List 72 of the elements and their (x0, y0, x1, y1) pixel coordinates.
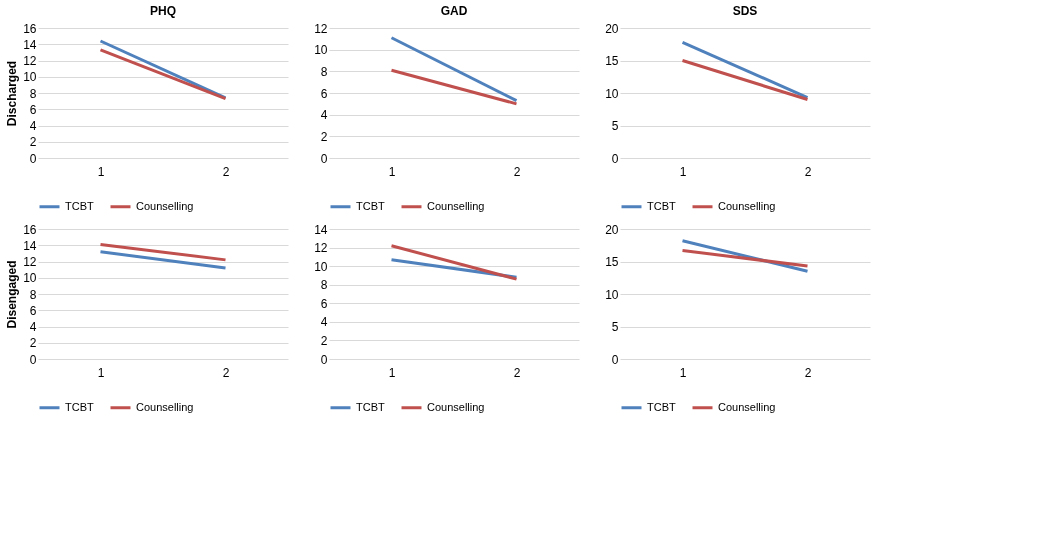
y-tick-label: 2 (29, 336, 37, 351)
legend-label: Counselling (136, 400, 194, 413)
y-tick-label: 6 (29, 303, 37, 318)
x-tick-label: 2 (222, 164, 230, 179)
x-tick-label: 2 (804, 164, 812, 179)
y-tick-label: 4 (320, 315, 328, 330)
y-tick-label: 10 (314, 43, 328, 58)
y-tick-label: 12 (23, 54, 37, 68)
y-tick-label: 8 (320, 278, 328, 293)
legend-label: Counselling (718, 400, 776, 413)
y-tick-label: 15 (605, 255, 619, 269)
x-tick-label: 2 (222, 365, 230, 380)
y-tick-label: 4 (29, 119, 37, 133)
x-tick-label: 1 (679, 164, 687, 179)
y-tick-label: 5 (611, 320, 619, 334)
chart-title: GAD (440, 4, 468, 18)
legend-label: Counselling (718, 199, 776, 212)
legend-label: TCBT (356, 400, 385, 413)
x-tick-label: 2 (804, 365, 812, 380)
legend-label: TCBT (356, 199, 385, 212)
y-tick-label: 10 (23, 271, 37, 286)
x-tick-label: 1 (388, 365, 396, 380)
legend-label: Counselling (427, 400, 485, 413)
y-tick-label: 6 (320, 86, 328, 101)
chart-title: SDS (732, 4, 758, 18)
legend-label: TCBT (647, 400, 676, 413)
y-tick-label: 2 (320, 333, 328, 348)
y-tick-label: 14 (23, 37, 37, 52)
x-tick-label: 2 (513, 365, 521, 380)
y-tick-label: 12 (314, 21, 328, 36)
y-tick-label: 16 (23, 222, 37, 237)
y-tick-label: 16 (23, 21, 37, 36)
legend-label: TCBT (647, 199, 676, 212)
y-tick-label: 2 (29, 135, 37, 150)
y-tick-label: 4 (29, 320, 37, 334)
y-tick-label: 0 (611, 352, 619, 367)
y-tick-label: 6 (29, 102, 37, 117)
y-tick-label: 10 (605, 287, 619, 302)
y-tick-label: 20 (605, 21, 619, 36)
y-axis-title: Discharged (5, 60, 20, 127)
legend-label: Counselling (136, 199, 194, 212)
y-tick-label: 12 (23, 255, 37, 269)
y-tick-label: 14 (23, 238, 37, 253)
y-tick-label: 8 (29, 86, 37, 101)
y-tick-label: 4 (320, 108, 328, 123)
y-tick-label: 15 (605, 54, 619, 68)
x-tick-label: 1 (97, 164, 105, 179)
y-tick-label: 0 (611, 151, 619, 166)
y-tick-label: 10 (605, 86, 619, 101)
y-tick-label: 0 (29, 352, 37, 367)
legend-label: TCBT (65, 400, 94, 413)
x-tick-label: 1 (388, 164, 396, 179)
y-tick-label: 14 (314, 222, 328, 237)
y-tick-label: 10 (23, 70, 37, 85)
y-tick-label: 2 (320, 129, 328, 144)
y-tick-label: 12 (314, 241, 328, 256)
legend-label: Counselling (427, 199, 485, 212)
x-tick-label: 2 (513, 164, 521, 179)
x-tick-label: 1 (679, 365, 687, 380)
y-tick-label: 20 (605, 222, 619, 237)
y-tick-label: 6 (320, 296, 328, 311)
legend-label: TCBT (65, 199, 94, 212)
y-tick-label: 0 (320, 151, 328, 166)
y-axis-title: Disengaged (5, 260, 20, 329)
x-tick-label: 1 (97, 365, 105, 380)
y-tick-label: 10 (314, 259, 328, 274)
y-tick-label: 0 (29, 151, 37, 166)
chart-title: PHQ (149, 4, 177, 18)
y-tick-label: 0 (320, 352, 328, 367)
y-tick-label: 8 (320, 64, 328, 79)
y-tick-label: 5 (611, 119, 619, 133)
y-tick-label: 8 (29, 287, 37, 302)
